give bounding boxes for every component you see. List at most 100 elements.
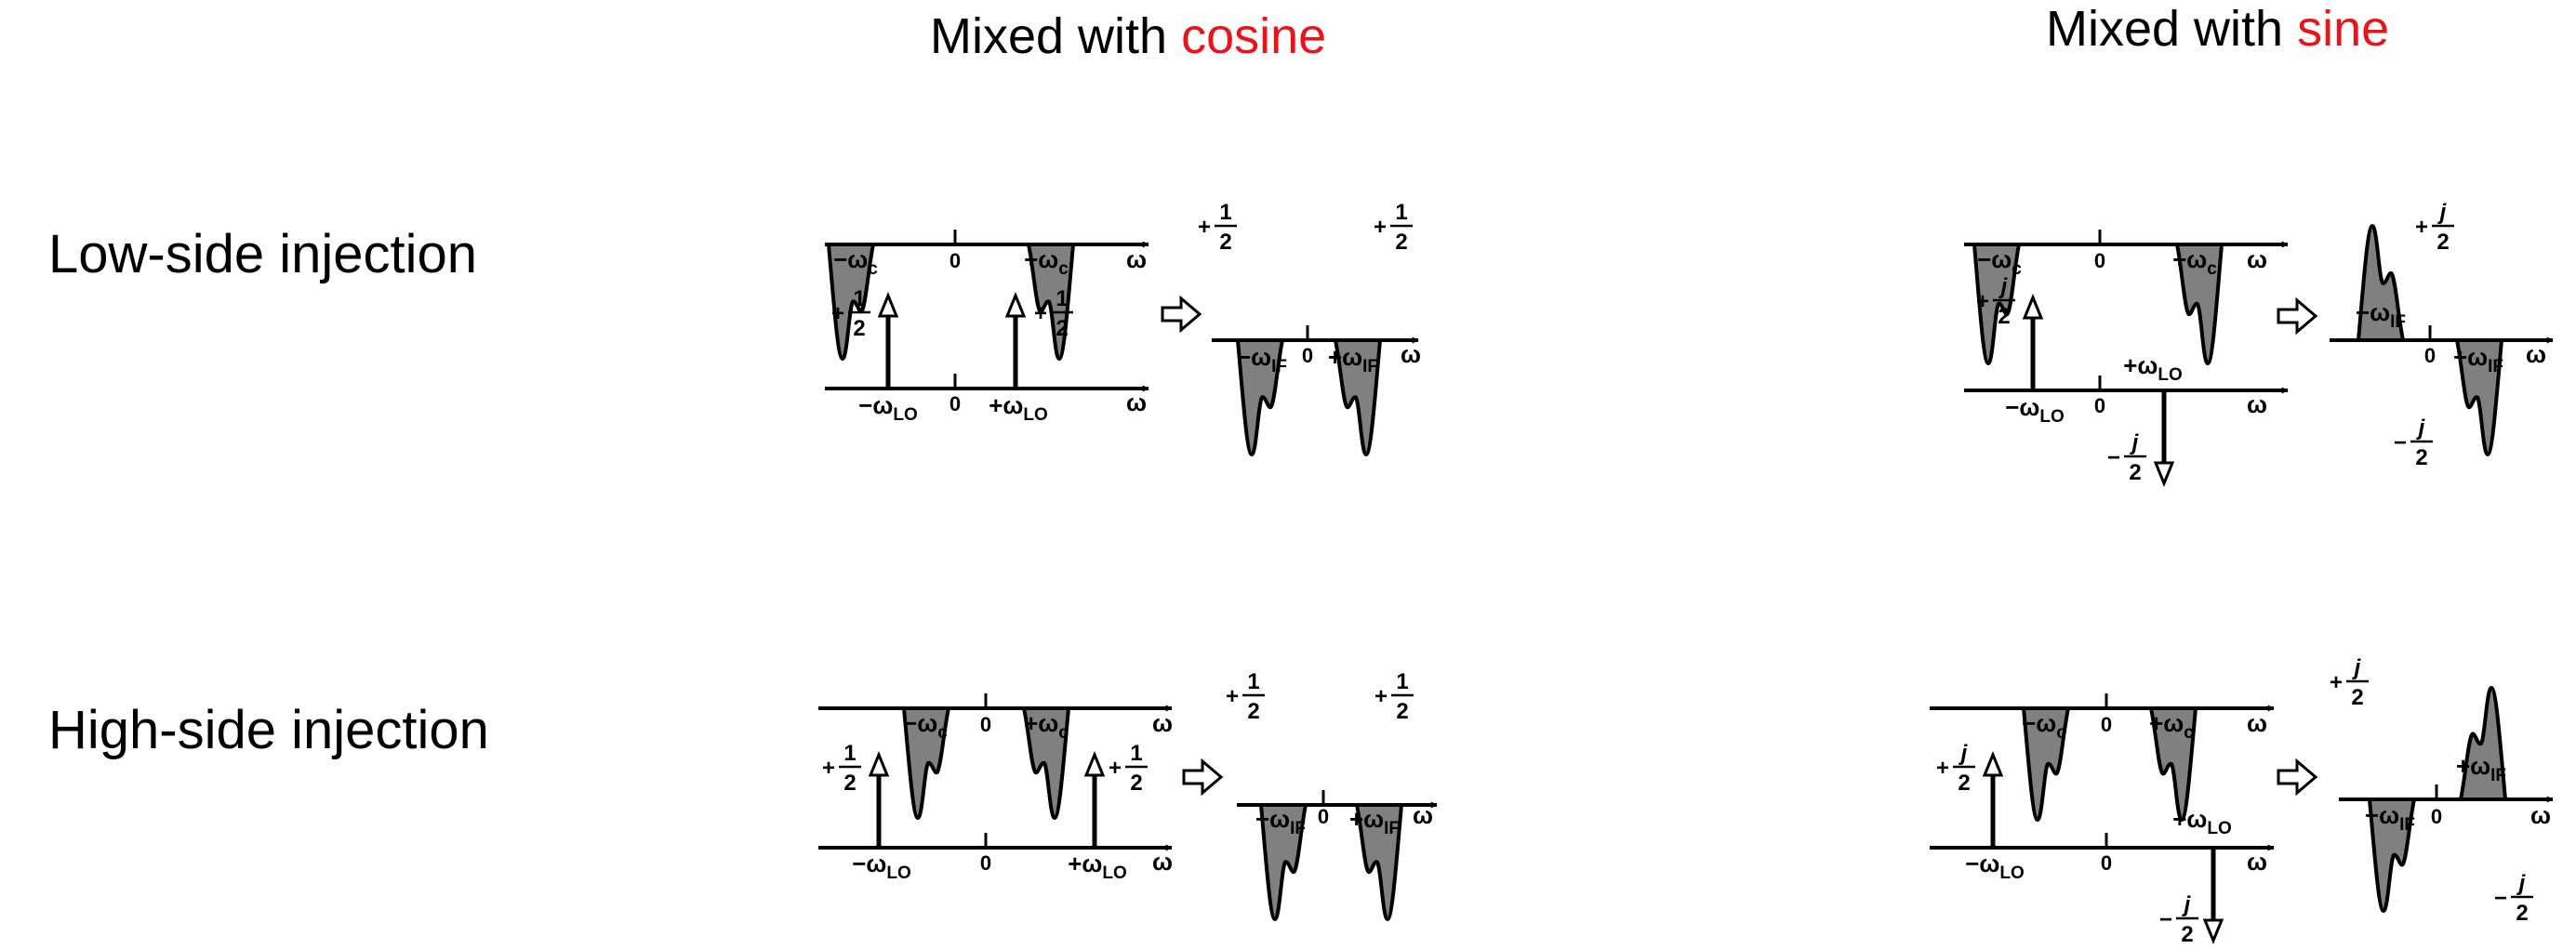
highcos-if-lump-neg [1259, 803, 1308, 921]
highcos-rf-lump-pos [1022, 706, 1070, 820]
lowsin-if-amp-neg-sign: − [2394, 430, 2407, 455]
highcos-lo-impulse-neg-head [868, 751, 890, 777]
lowsin-label-zero: 0 [2094, 249, 2105, 272]
lowcos-lo-label-omega: ω [1126, 389, 1147, 416]
highcos-lo-amp-neg-numerator: 1 [843, 741, 856, 766]
highcos-label-neg-wc: −ωc [903, 709, 948, 743]
header-sine: Mixed with sine [2046, 0, 2389, 58]
highsin-label-zero: 0 [2101, 713, 2112, 736]
lowsin-lo-impulse-neg-head [2022, 294, 2044, 320]
highsin-if-lump-neg [2368, 797, 2416, 913]
lowcos-lo-amp-neg-sign: + [831, 301, 844, 326]
lowcos-label-neg-wc: −ωc [833, 245, 878, 279]
highsin-label-pos-wif: +ωIF [2456, 752, 2506, 785]
lowcos-result-arrow [1161, 295, 1202, 334]
row-label-low-side: Low-side injection [48, 224, 478, 284]
lowsin-rf-lump-pos [2175, 243, 2224, 365]
highsin-lo-amp-pos-denominator: 2 [2181, 922, 2193, 947]
lowsin-lo-label-omega: ω [2247, 390, 2267, 418]
lowcos-label-neg-wlo: −ωLO [858, 391, 918, 425]
lowsin-lo-amp-neg-denominator: 2 [1998, 304, 2010, 329]
highsin-if-amp-neg-numerator: j [2352, 655, 2362, 680]
lowcos-if-amp-pos-sign: + [1374, 215, 1387, 240]
header-sine-accent: sine [2297, 1, 2390, 57]
lowsin-if-amp-pos-denominator: 2 [2437, 230, 2449, 255]
header-cosine: Mixed with cosine [930, 7, 1326, 65]
lowcos-label-pos-wif: +ωIF [1328, 343, 1378, 376]
highsin-result-arrow [2277, 758, 2318, 797]
lowsin-label-neg-wlo: −ωLO [2005, 393, 2065, 427]
highsin-lo-amp-pos-sign: − [2159, 907, 2172, 932]
highsin-label-omega: ω [2247, 709, 2267, 737]
highsin-if-amp-pos-sign: − [2494, 886, 2507, 911]
highcos-lo-amp-neg-sign: + [822, 756, 835, 781]
lowcos-lo-label-zero: 0 [949, 392, 961, 415]
lowcos-if-amp-neg-sign: + [1198, 215, 1211, 240]
lowcos-lo-amp-pos-numerator: 1 [1056, 286, 1068, 311]
highcos-label-pos-wlo: +ωLO [1068, 850, 1127, 883]
lowcos-if-amp-neg-denominator: 2 [1219, 230, 1231, 255]
highcos-lo-impulse-pos-head [1083, 751, 1106, 777]
highcos-if-label-omega: ω [1413, 801, 1433, 829]
lowsin-rf-lump-neg [1972, 243, 2021, 365]
lowsin-lo-label-zero: 0 [2094, 394, 2105, 417]
lowsin-if-lump-pos [2455, 338, 2503, 456]
header-sine-prefix: Mixed with [2046, 1, 2284, 57]
lowcos-label-pos-wlo: +ωLO [989, 391, 1048, 425]
lowcos-if-lump-pos [1334, 338, 1382, 456]
highcos-if-amp-neg-numerator: 1 [1247, 669, 1259, 694]
highsin-lo-impulse-neg-head [1982, 751, 2004, 777]
row-label-high-side: High-side injection [48, 700, 489, 760]
highsin-lo-label-omega: ω [2247, 848, 2267, 876]
lowcos-if-lump-neg [1236, 338, 1284, 456]
lowcos-lo-amp-neg-numerator: 1 [853, 286, 865, 311]
highcos-rf-lump-neg [902, 706, 950, 820]
highsin-lo-label-zero: 0 [2101, 851, 2112, 875]
lowcos-if-amp-neg-numerator: 1 [1219, 200, 1231, 225]
lowcos-label-zero: 0 [949, 249, 961, 272]
highsin-label-pos-wc: +ωc [2149, 709, 2194, 743]
highsin-if-lump-pos [2459, 686, 2507, 801]
lowcos-lo-amp-pos-sign: + [1034, 301, 1047, 326]
highcos-label-neg-wlo: −ωLO [852, 850, 911, 883]
lowsin-lo-amp-pos-sign: − [2107, 445, 2120, 470]
highsin-lo-amp-neg-sign: + [1936, 756, 1949, 781]
highsin-lo-impulse-pos-head [2202, 918, 2224, 944]
highcos-if-amp-pos-denominator: 2 [1396, 699, 1408, 724]
lowsin-if-label-zero: 0 [2424, 344, 2436, 367]
highcos-lo-amp-pos-sign: + [1109, 756, 1122, 781]
highsin-if-label-omega: ω [2530, 801, 2551, 829]
highcos-result-arrow [1182, 758, 1224, 797]
lowcos-if-label-zero: 0 [1302, 344, 1313, 367]
highcos-if-amp-neg-denominator: 2 [1247, 699, 1259, 724]
highsin-label-neg-wlo: −ωLO [1965, 850, 2025, 883]
lowsin-label-neg-wif: −ωIF [2356, 298, 2406, 332]
highcos-label-pos-wif: +ωIF [1349, 805, 1400, 838]
lowsin-label-neg-wc: −ωc [1977, 245, 2022, 279]
header-cosine-accent: cosine [1181, 8, 1327, 64]
lowsin-if-amp-pos-numerator: j [2437, 200, 2448, 225]
lowsin-lo-impulse-pos-head [2153, 461, 2175, 487]
lowcos-rf-lump-neg [827, 243, 875, 361]
lowcos-lo-impulse-neg-head [877, 292, 899, 318]
highsin-label-pos-wlo: +ωLO [2172, 805, 2232, 838]
highsin-lo-amp-pos-numerator: j [2182, 892, 2192, 917]
highcos-lo-amp-pos-denominator: 2 [1130, 771, 1142, 796]
highcos-lo-label-zero: 0 [980, 851, 991, 875]
highsin-label-neg-wc: −ωc [2022, 709, 2066, 743]
lowcos-lo-impulse-pos-head [1004, 292, 1027, 318]
highcos-if-amp-pos-numerator: 1 [1396, 669, 1408, 694]
highcos-lo-amp-pos-numerator: 1 [1130, 741, 1142, 766]
highcos-label-zero: 0 [980, 713, 991, 736]
highsin-if-amp-pos-denominator: 2 [2516, 901, 2528, 926]
highcos-label-omega: ω [1152, 709, 1173, 737]
lowsin-result-arrow [2277, 297, 2318, 336]
lowsin-lo-amp-pos-denominator: 2 [2129, 460, 2141, 485]
lowcos-label-omega: ω [1126, 245, 1147, 273]
lowsin-if-amp-pos-sign: + [2415, 215, 2428, 240]
highcos-lo-amp-neg-denominator: 2 [843, 771, 856, 796]
highsin-rf-lump-pos [2149, 706, 2198, 822]
highcos-if-amp-pos-sign: + [1374, 684, 1388, 709]
lowsin-lo-amp-pos-numerator: j [2130, 430, 2140, 455]
